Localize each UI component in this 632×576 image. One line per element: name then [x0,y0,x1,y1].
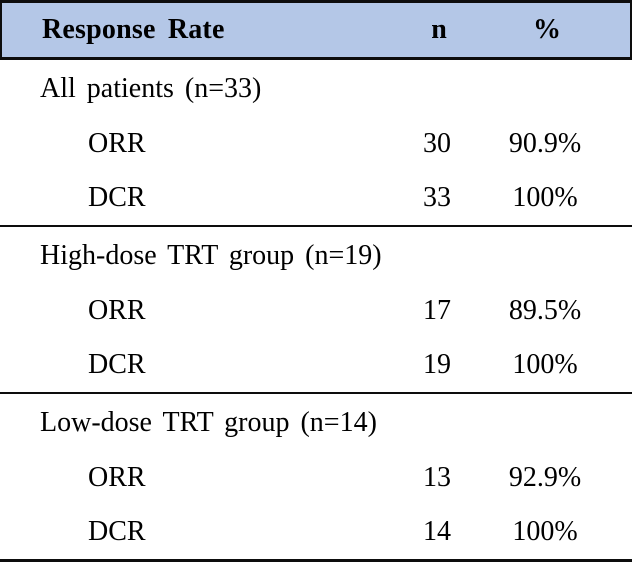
group-row: High-dose TRT group (n=19) [0,227,632,284]
group-label: All patients (n=33) [40,72,262,104]
section-all-patients: All patients (n=33) ORR 30 90.9% DCR 33 … [0,60,632,227]
header-response-rate: Response Rate [42,14,225,45]
cell-percent: 92.9% [508,462,582,493]
table-row: ORR 17 89.5% [0,284,632,338]
row-label: ORR [88,462,146,493]
section-high-dose: High-dose TRT group (n=19) ORR 17 89.5% … [0,227,632,394]
group-row: All patients (n=33) [0,60,632,117]
cell-percent: 100% [512,349,578,380]
table-row: DCR 33 100% [0,171,632,225]
response-rate-table: Response Rate n % All patients (n=33) OR… [0,0,632,562]
row-label: ORR [88,128,146,159]
row-label: DCR [88,516,146,547]
table-row: ORR 30 90.9% [0,117,632,171]
cell-percent: 100% [512,182,578,213]
table-row: DCR 19 100% [0,338,632,392]
cell-percent: 90.9% [508,128,582,159]
cell-percent: 100% [512,516,578,547]
header-n: n [431,14,447,45]
table-row: DCR 14 100% [0,505,632,559]
cell-n: 17 [423,295,451,326]
group-row: Low-dose TRT group (n=14) [0,394,632,451]
cell-percent: 89.5% [508,295,582,326]
cell-n: 30 [423,128,451,159]
table-row: ORR 13 92.9% [0,451,632,505]
cell-n: 13 [423,462,451,493]
group-label: Low-dose TRT group (n=14) [40,406,377,438]
row-label: DCR [88,182,146,213]
row-label: DCR [88,349,146,380]
cell-n: 14 [423,516,451,547]
header-percent: % [533,14,561,45]
section-low-dose: Low-dose TRT group (n=14) ORR 13 92.9% D… [0,394,632,562]
cell-n: 19 [423,349,451,380]
group-label: High-dose TRT group (n=19) [40,239,382,271]
row-label: ORR [88,295,146,326]
table-header-row: Response Rate n % [0,0,632,60]
cell-n: 33 [423,182,451,213]
